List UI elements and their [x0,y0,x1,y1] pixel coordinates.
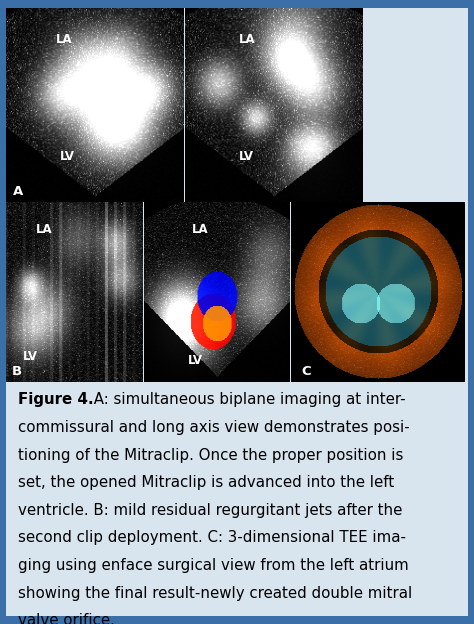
Text: LV: LV [22,350,37,363]
Text: commissural and long axis view demonstrates posi-: commissural and long axis view demonstra… [18,420,410,435]
Text: LV: LV [238,150,254,163]
Text: LV: LV [59,150,74,163]
Text: LA: LA [192,223,209,236]
Text: showing the final result-newly created double mitral: showing the final result-newly created d… [18,586,412,601]
Text: LV: LV [187,354,202,367]
Text: LA: LA [36,223,53,236]
Text: second clip deployment. C: 3-dimensional TEE ima-: second clip deployment. C: 3-dimensional… [18,530,406,545]
Text: C: C [301,364,310,378]
Text: valve orifice.: valve orifice. [18,613,115,624]
Text: A: A [13,185,24,198]
Text: LA: LA [56,33,73,46]
Text: A: simultaneous biplane imaging at inter-: A: simultaneous biplane imaging at inter… [89,392,406,407]
Text: tioning of the Mitraclip. Once the proper position is: tioning of the Mitraclip. Once the prope… [18,447,403,462]
Text: LA: LA [238,33,255,46]
Text: set, the opened Mitraclip is advanced into the left: set, the opened Mitraclip is advanced in… [18,475,394,490]
Text: ventricle. B: mild residual regurgitant jets after the: ventricle. B: mild residual regurgitant … [18,503,402,518]
Text: B: B [11,364,22,378]
Text: ging using enface surgical view from the left atrium: ging using enface surgical view from the… [18,558,409,573]
Text: Figure 4.: Figure 4. [18,392,93,407]
